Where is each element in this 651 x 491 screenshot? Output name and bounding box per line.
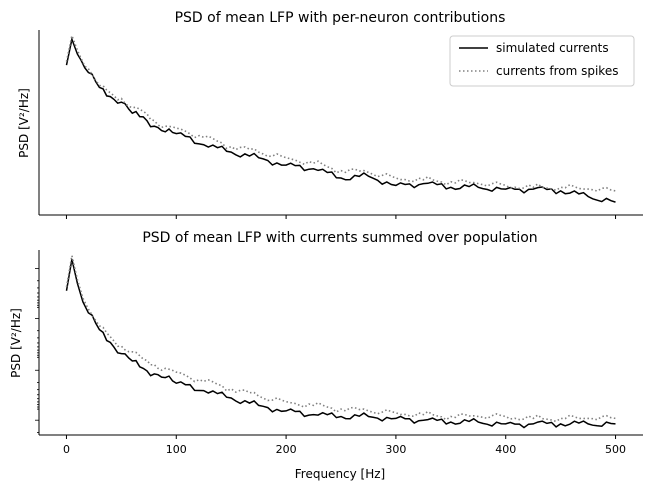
x-tick-label: 500 [605, 443, 626, 456]
top-title: PSD of mean LFP with per-neuron contribu… [175, 10, 506, 26]
x-tick-label: 100 [166, 443, 187, 456]
legend-box [449, 35, 635, 87]
x-tick-label: 0 [63, 443, 70, 456]
top-ylabel: PSD [V²/Hz] [17, 88, 31, 158]
bottom-panel: PSD of mean LFP with currents summed ove… [9, 230, 643, 481]
legend-spikes-label: currents from spikes [496, 64, 618, 78]
bottom-title: PSD of mean LFP with currents summed ove… [142, 230, 537, 246]
top-axes [38, 30, 643, 219]
x-tick-label: 300 [385, 443, 406, 456]
bottom-axes: 0 100 200 300 400 500 [35, 250, 643, 456]
top-series [65, 32, 616, 203]
x-tick-label: 400 [495, 443, 516, 456]
x-tick-label: 200 [276, 443, 297, 456]
bottom-spikes-line [65, 255, 616, 423]
legend: simulated currents currents from spikes [449, 35, 635, 87]
bottom-series [65, 255, 616, 429]
top-panel: PSD of mean LFP with per-neuron contribu… [17, 10, 643, 219]
legend-simulated-label: simulated currents [496, 41, 609, 55]
bottom-simulated-line [65, 259, 616, 429]
top-simulated-line [65, 36, 616, 203]
x-axis-label: Frequency [Hz] [295, 467, 386, 481]
bottom-ylabel: PSD [V²/Hz] [9, 308, 23, 378]
